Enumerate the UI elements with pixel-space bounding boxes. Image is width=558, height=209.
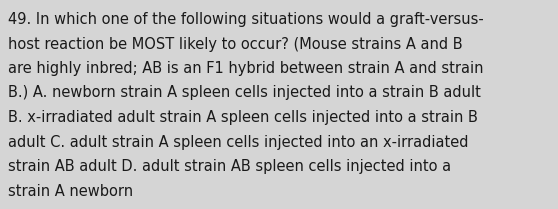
Text: strain A newborn: strain A newborn [8, 184, 133, 199]
Text: are highly inbred; AB is an F1 hybrid between strain A and strain: are highly inbred; AB is an F1 hybrid be… [8, 61, 483, 76]
Text: host reaction be MOST likely to occur? (Mouse strains A and B: host reaction be MOST likely to occur? (… [8, 37, 463, 51]
Text: adult C. adult strain A spleen cells injected into an x-irradiated: adult C. adult strain A spleen cells inj… [8, 135, 469, 149]
Text: B.) A. newborn strain A spleen cells injected into a strain B adult: B.) A. newborn strain A spleen cells inj… [8, 85, 481, 101]
Text: 49. In which one of the following situations would a graft-versus-: 49. In which one of the following situat… [8, 12, 484, 27]
Text: B. x-irradiated adult strain A spleen cells injected into a strain B: B. x-irradiated adult strain A spleen ce… [8, 110, 478, 125]
Text: strain AB adult D. adult strain AB spleen cells injected into a: strain AB adult D. adult strain AB splee… [8, 159, 451, 174]
